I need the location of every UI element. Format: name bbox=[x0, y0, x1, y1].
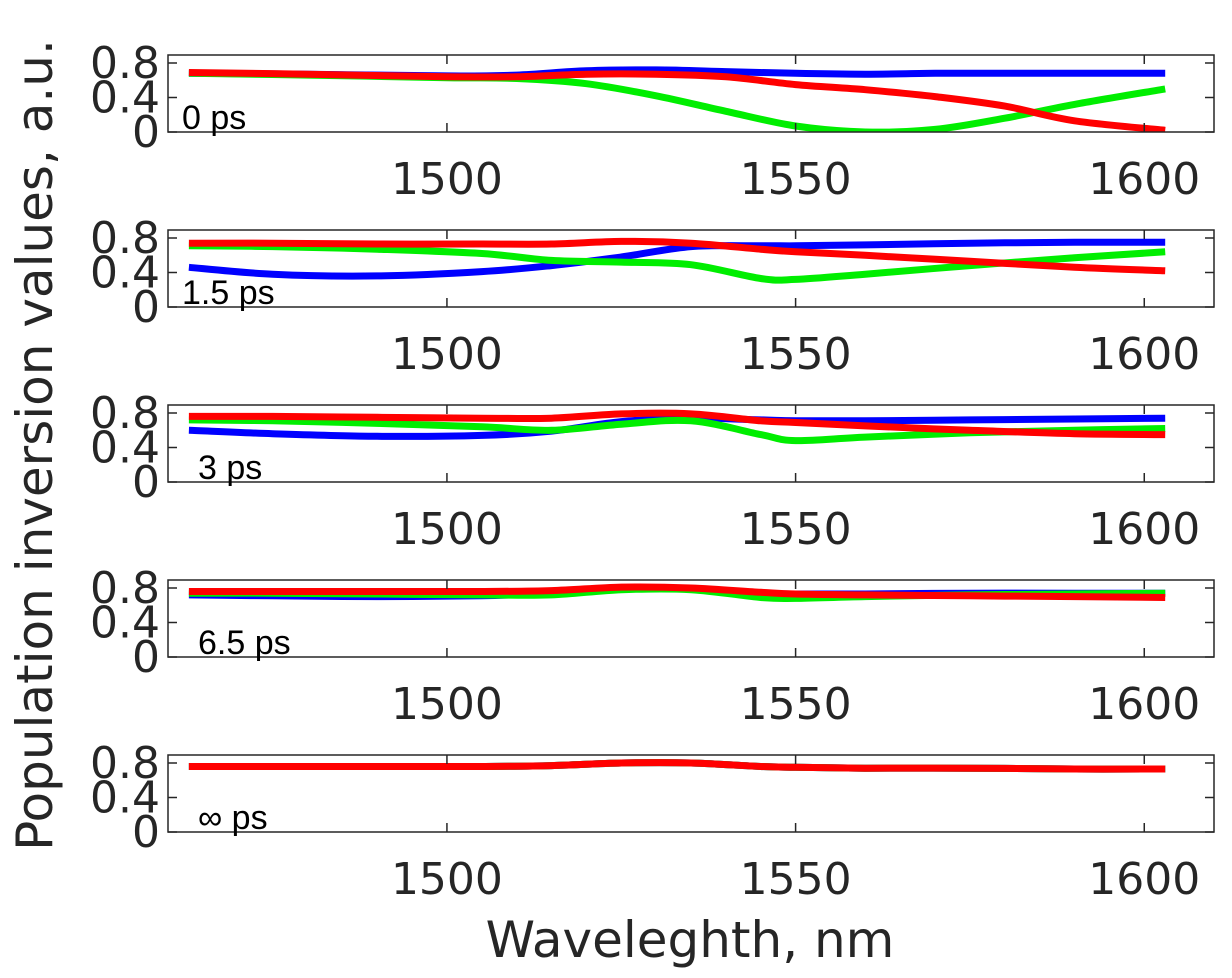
x-tick-label: 1500 bbox=[391, 854, 503, 905]
panel-2-axes-box bbox=[167, 229, 1215, 308]
panel-3-axes-box bbox=[167, 404, 1215, 483]
y-tick-label: 0.8 bbox=[90, 738, 160, 789]
x-tick-label: 1600 bbox=[1088, 154, 1200, 205]
x-tick-label: 1550 bbox=[740, 329, 852, 380]
series-line-2 bbox=[188, 242, 1166, 284]
x-tick-label: 1550 bbox=[740, 854, 852, 905]
panel-4-lines bbox=[188, 583, 1166, 603]
panel-5: 00.40.8 1500 1550 1600 ∞ ps bbox=[90, 738, 1215, 905]
y-axis-title: Population inversion values, a.u. bbox=[6, 39, 64, 851]
y-tick-label: 0 bbox=[132, 107, 160, 158]
y-tick-label: 0.4 bbox=[90, 598, 160, 649]
panel-time-label: 1.5 ps bbox=[182, 274, 275, 312]
x-axis-title: Waveleghth, nm bbox=[486, 911, 895, 969]
panel-5-lines bbox=[188, 759, 1166, 773]
panel-3-lines bbox=[188, 409, 1166, 445]
series-line-3 bbox=[188, 583, 1166, 601]
y-tick-label: 0.4 bbox=[90, 248, 160, 299]
y-tick-label: 0 bbox=[132, 457, 160, 508]
panel-5-axes-box bbox=[167, 754, 1215, 833]
y-tick-label: 0 bbox=[132, 807, 160, 858]
y-tick-label: 0 bbox=[132, 282, 160, 333]
series-line-3 bbox=[188, 69, 1166, 132]
panel-time-label: 6.5 ps bbox=[198, 624, 291, 662]
y-tick-label: 0.4 bbox=[90, 423, 160, 474]
x-tick-label: 1600 bbox=[1088, 679, 1200, 730]
y-tick-label: 0.4 bbox=[90, 73, 160, 124]
x-tick-label: 1500 bbox=[391, 679, 503, 730]
panel-2-lines bbox=[188, 237, 1166, 284]
x-tick-label: 1500 bbox=[391, 504, 503, 555]
panel-4-axes-box bbox=[167, 579, 1215, 658]
panel-1: 00.40.8 1500 1550 1600 0 ps bbox=[90, 38, 1215, 205]
y-tick-label: 0.4 bbox=[90, 773, 160, 824]
y-tick-label: 0.8 bbox=[90, 38, 160, 89]
panel-time-label: ∞ ps bbox=[198, 799, 268, 837]
panel-time-label: 3 ps bbox=[198, 449, 262, 487]
series-line-3 bbox=[188, 237, 1166, 275]
x-tick-label: 1500 bbox=[391, 329, 503, 380]
x-tick-label: 1500 bbox=[391, 154, 503, 205]
panel-4: 00.40.8 1500 1550 1600 6.5 ps bbox=[90, 563, 1215, 730]
series-line-3 bbox=[188, 759, 1166, 773]
series-line-2 bbox=[188, 69, 1166, 132]
y-tick-label: 0.8 bbox=[90, 563, 160, 614]
y-tick-label: 0 bbox=[132, 632, 160, 683]
panel-3: 00.40.8 1500 1550 1600 3 ps bbox=[90, 388, 1215, 555]
x-tick-label: 1550 bbox=[740, 679, 852, 730]
panel-2: 00.40.8 1500 1550 1600 1.5 ps bbox=[90, 213, 1215, 380]
x-tick-label: 1550 bbox=[740, 504, 852, 555]
y-tick-label: 0.8 bbox=[90, 213, 160, 264]
panel-1-lines bbox=[188, 66, 1166, 132]
y-tick-label: 0.8 bbox=[90, 388, 160, 439]
x-tick-label: 1550 bbox=[740, 154, 852, 205]
x-tick-label: 1600 bbox=[1088, 329, 1200, 380]
series-line-3 bbox=[188, 409, 1166, 439]
x-tick-label: 1600 bbox=[1088, 504, 1200, 555]
panel-time-label: 0 ps bbox=[182, 99, 246, 137]
x-tick-label: 1600 bbox=[1088, 854, 1200, 905]
panel-1-axes-box bbox=[167, 54, 1215, 133]
